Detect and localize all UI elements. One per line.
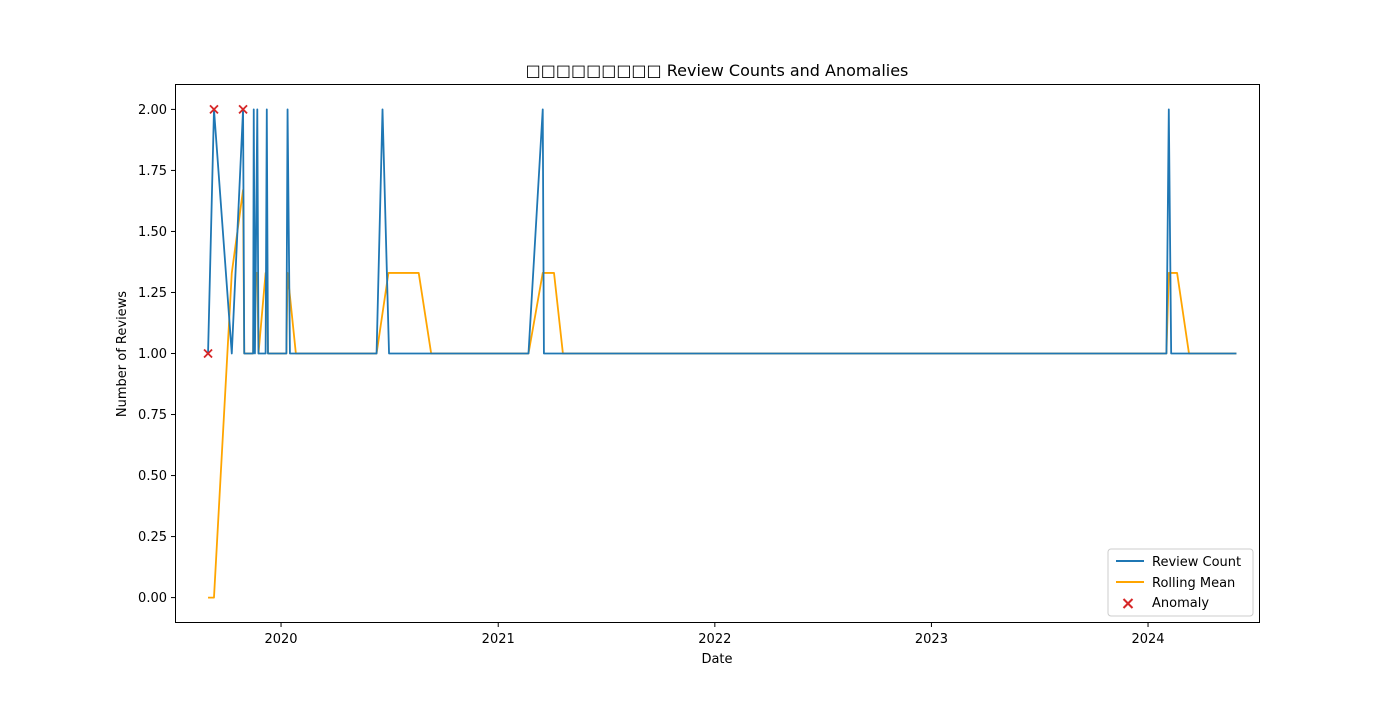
x-axis-label: Date (701, 652, 732, 667)
y-tick-label: 1.25 (138, 286, 167, 301)
y-tick-label: 0.50 (138, 469, 167, 484)
x-axis: 2020 2021 2022 2023 2024 (264, 622, 1165, 647)
legend-swatch-anomaly-stroke-b (1122, 598, 1134, 609)
legend: Review Count Rolling Mean Anomaly (1107, 548, 1254, 617)
legend-box (1107, 548, 1254, 617)
anomaly-marker-stroke-b (203, 348, 213, 359)
legend-swatch-anomaly (1122, 598, 1134, 609)
x-tick-label: 2024 (1131, 632, 1164, 647)
y-tick-label: 2.00 (138, 103, 167, 118)
x-tick-label: 2021 (482, 632, 515, 647)
y-axis-label: Number of Reviews (115, 291, 130, 417)
anomaly-marker (238, 104, 248, 115)
legend-label-anomaly: Anomaly (1152, 596, 1209, 611)
legend-label-review-count: Review Count (1152, 555, 1241, 570)
x-tick-label: 2022 (698, 632, 731, 647)
anomaly-marker-stroke-b (209, 104, 219, 115)
y-axis: 0.00 0.25 0.50 0.75 1.00 1.25 1.50 1.75 2.00 (138, 103, 176, 606)
plot-area (203, 104, 1237, 599)
anomaly-marker-stroke-b (238, 104, 248, 115)
legend-label-rolling-mean: Rolling Mean (1152, 576, 1235, 591)
x-tick-label: 2023 (915, 632, 948, 647)
y-tick-label: 1.50 (138, 225, 167, 240)
y-tick-label: 1.00 (138, 347, 167, 362)
chart-title: □□□□□□□□□ Review Counts and Anomalies (526, 61, 909, 80)
x-tick-label: 2020 (264, 632, 297, 647)
anomaly-marker (209, 104, 219, 115)
anomaly-marker (203, 348, 213, 359)
y-tick-label: 0.75 (138, 408, 167, 423)
review-count-line (207, 108, 1237, 355)
y-tick-label: 0.25 (138, 530, 167, 545)
y-tick-label: 1.75 (138, 164, 167, 179)
y-tick-label: 0.00 (138, 591, 167, 606)
